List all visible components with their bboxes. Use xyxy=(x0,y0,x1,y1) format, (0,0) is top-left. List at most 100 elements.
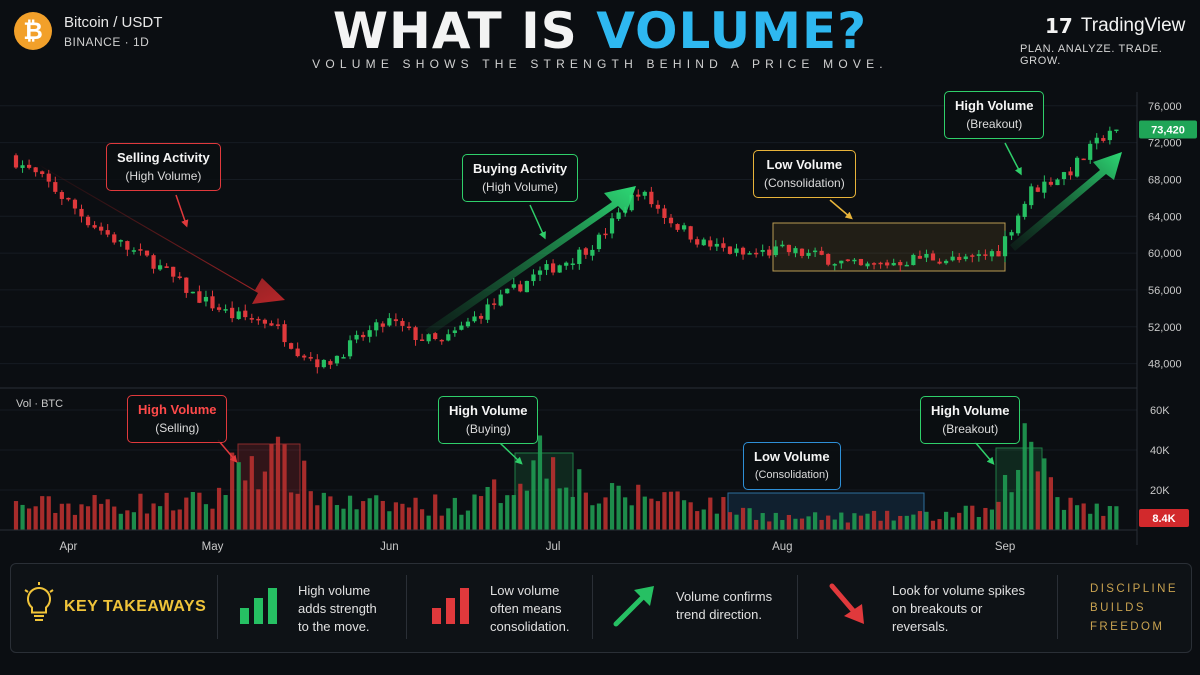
candle-body xyxy=(819,250,824,255)
candle-body xyxy=(46,173,51,182)
volume-bar xyxy=(531,460,536,530)
volume-bar xyxy=(950,517,955,530)
candle-body xyxy=(682,225,687,230)
volume-bar xyxy=(511,495,516,530)
volume-bar xyxy=(361,501,366,530)
candle-body xyxy=(983,254,988,256)
callout-pointer xyxy=(829,199,853,220)
candle-body xyxy=(498,294,503,306)
volume-bar xyxy=(819,519,824,530)
candle-body xyxy=(492,303,497,305)
candle-body xyxy=(1107,130,1112,141)
volume-bar xyxy=(537,435,543,530)
volume-bar xyxy=(655,501,660,530)
volume-bar xyxy=(387,511,392,530)
takeaway-line: Look for volume spikes xyxy=(892,583,1025,598)
volume-bar xyxy=(1061,509,1067,530)
volume-bar xyxy=(714,513,719,530)
candle-body xyxy=(1061,172,1067,180)
volume-bar xyxy=(144,513,150,530)
candle-body xyxy=(138,249,143,251)
candle-body xyxy=(917,255,922,259)
volume-bar xyxy=(354,509,359,530)
candle-body xyxy=(1101,138,1106,141)
volume-bar xyxy=(544,478,549,530)
volume-bar xyxy=(754,519,759,530)
btc-chart[interactable]: 48,000 52,000 56,000 60,000 64,000 68,000 72,0… xyxy=(0,80,1200,560)
volume-bar xyxy=(603,497,608,530)
candle-body xyxy=(203,296,209,302)
candle-body xyxy=(144,250,150,256)
callout-line2: (Consolidation) xyxy=(764,176,845,190)
green-bars-icon xyxy=(240,588,277,624)
last-volume-label: 8.4K xyxy=(1152,513,1175,525)
candle-body xyxy=(727,246,733,254)
price-tick-label: 64,000 xyxy=(1148,211,1182,223)
candle-body xyxy=(72,199,78,209)
takeaway-line: often means xyxy=(490,601,562,616)
x-tick-label: Jun xyxy=(380,541,399,553)
candle-body xyxy=(1016,215,1021,234)
volume-bar xyxy=(46,496,51,530)
candle-body xyxy=(655,204,660,209)
candle-body xyxy=(767,249,772,256)
volume-bar xyxy=(878,520,883,530)
volume-bar xyxy=(682,500,687,530)
candle-body xyxy=(328,361,333,365)
candle-body xyxy=(1042,181,1047,193)
volume-bar xyxy=(1029,441,1034,530)
callout-line1: Low Volume xyxy=(766,157,843,172)
volume-bar xyxy=(125,510,130,530)
candle-body xyxy=(295,348,300,357)
volume-bar xyxy=(243,480,248,530)
volume-bar xyxy=(13,501,19,530)
callout-selling-activity: Selling Activity (High Volume) xyxy=(106,143,221,191)
volume-series xyxy=(13,423,1119,530)
volume-bar xyxy=(236,462,241,530)
callout-line2: (Selling) xyxy=(155,421,200,435)
candle-body xyxy=(197,291,202,303)
candle-body xyxy=(904,264,909,267)
candle-body xyxy=(452,330,457,333)
volume-bar xyxy=(347,495,353,530)
candle-body xyxy=(551,263,556,273)
candle-body xyxy=(118,240,123,242)
candle-body xyxy=(354,334,359,340)
volume-bar xyxy=(171,510,176,530)
motto: DISCIPLINE BUILDS FREEDOM xyxy=(1090,580,1178,637)
volume-bar xyxy=(249,456,254,530)
takeaway-line: to the move. xyxy=(298,619,370,634)
callout-pointer xyxy=(529,204,546,240)
takeaway-line: on breakouts or xyxy=(892,601,983,616)
volume-bar xyxy=(786,514,791,530)
candle-body xyxy=(439,339,444,342)
symbol-pair[interactable]: Bitcoin / USDT xyxy=(64,14,163,31)
candle-body xyxy=(688,226,693,240)
callout-line1: Buying Activity xyxy=(473,161,568,176)
candle-body xyxy=(367,330,372,337)
volume-bar xyxy=(308,491,313,530)
divider xyxy=(797,575,798,639)
volume-zone-buying xyxy=(514,452,574,531)
volume-bar xyxy=(865,513,870,530)
divider xyxy=(217,575,218,639)
candle-body xyxy=(871,263,877,265)
volume-bar xyxy=(341,508,346,530)
brand-name: TradingView xyxy=(1080,15,1186,36)
buying-trend-arrow xyxy=(425,186,636,336)
candle-body xyxy=(898,262,903,266)
candle-body xyxy=(27,164,32,168)
price-tick-label: 68,000 xyxy=(1148,174,1182,186)
candle-body xyxy=(544,264,549,270)
candle-body xyxy=(393,319,398,322)
volume-bar xyxy=(85,506,91,530)
volume-bar xyxy=(99,503,104,530)
volume-bar xyxy=(976,517,981,530)
candle-body xyxy=(734,248,739,253)
key-takeaways-panel xyxy=(10,563,1192,653)
volume-bar xyxy=(1009,492,1014,530)
volume-bar xyxy=(492,479,497,530)
volume-bar xyxy=(937,519,942,530)
volume-bar xyxy=(871,510,877,530)
x-tick-label: Apr xyxy=(59,541,77,553)
